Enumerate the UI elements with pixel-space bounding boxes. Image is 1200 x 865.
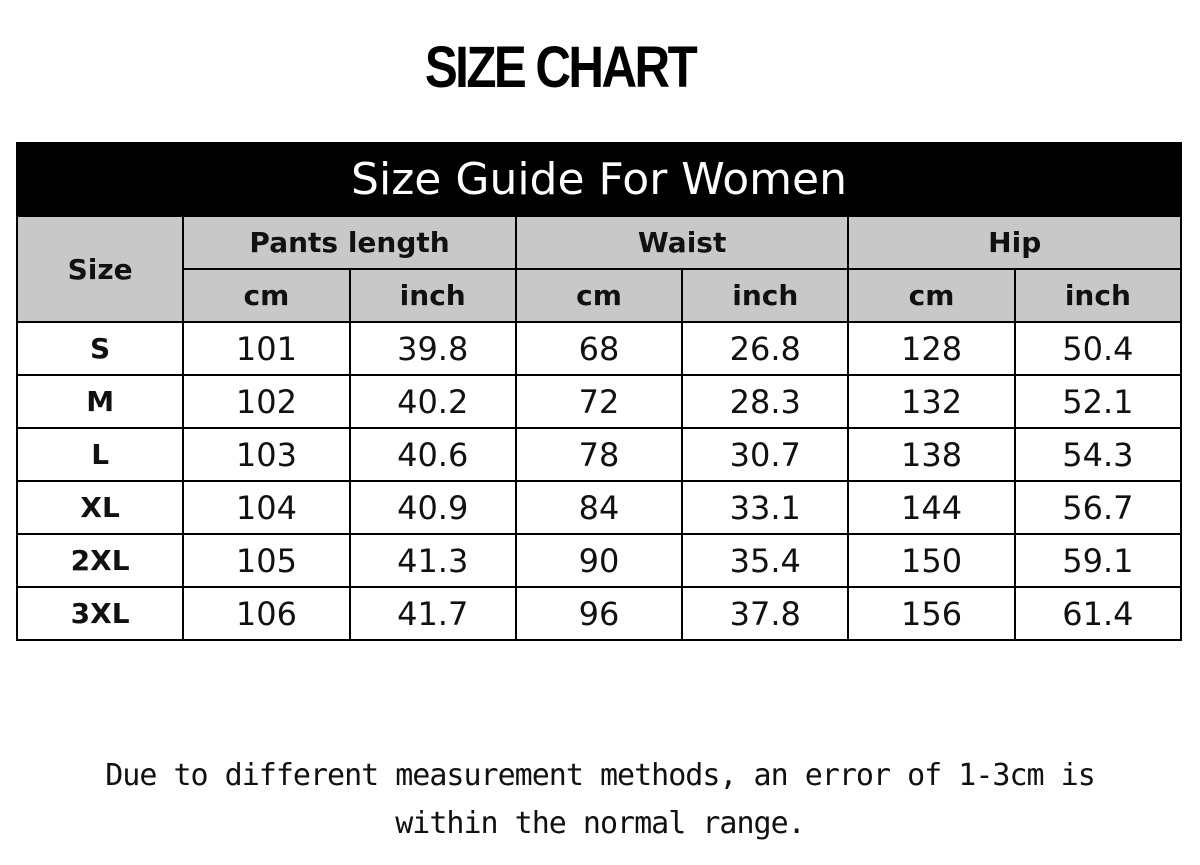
unit-header: cm [182, 268, 351, 323]
table-row: L 103 40.6 78 30.7 138 54.3 [15, 427, 1183, 482]
group-header: Waist [514, 215, 850, 270]
group-header: Pants length [182, 215, 517, 270]
value-cell: 68 [514, 321, 684, 376]
value-cell: 26.8 [681, 321, 850, 376]
value-cell: 101 [182, 321, 351, 376]
page-title: SIZE CHART [424, 35, 698, 100]
table-row: S 101 39.8 68 26.8 128 50.4 [15, 321, 1183, 376]
value-cell: 54.3 [1013, 427, 1183, 482]
table-row: M 102 40.2 72 28.3 132 52.1 [15, 374, 1183, 429]
value-cell: 61.4 [1013, 586, 1183, 641]
unit-header: inch [1013, 268, 1183, 323]
value-cell: 50.4 [1013, 321, 1183, 376]
size-table: Size Guide For Women Size Pants length W… [15, 142, 1183, 641]
value-cell: 40.9 [348, 480, 517, 535]
unit-header: cm [514, 268, 684, 323]
unit-header: inch [348, 268, 517, 323]
value-cell: 78 [514, 427, 684, 482]
group-header: Hip [847, 215, 1182, 270]
value-cell: 84 [514, 480, 684, 535]
value-cell: 41.7 [348, 586, 517, 641]
value-cell: 103 [182, 427, 351, 482]
value-cell: 28.3 [681, 374, 850, 429]
value-cell: 128 [847, 321, 1016, 376]
value-cell: 106 [182, 586, 351, 641]
value-cell: 40.2 [348, 374, 517, 429]
size-cell: XL [15, 480, 185, 535]
value-cell: 102 [182, 374, 351, 429]
value-cell: 96 [514, 586, 684, 641]
value-cell: 39.8 [348, 321, 517, 376]
table-row: 3XL 106 41.7 96 37.8 156 61.4 [15, 586, 1183, 641]
measurement-note: Due to different measurement methods, an… [0, 752, 1200, 848]
size-header: Size [15, 215, 185, 323]
unit-header: inch [681, 268, 850, 323]
value-cell: 52.1 [1013, 374, 1183, 429]
value-cell: 41.3 [348, 533, 517, 588]
note-line: within the normal range. [395, 806, 805, 841]
value-cell: 90 [514, 533, 684, 588]
table-caption: Size Guide For Women [16, 142, 1182, 217]
value-cell: 30.7 [681, 427, 850, 482]
value-cell: 35.4 [681, 533, 850, 588]
size-cell: L [15, 427, 185, 482]
value-cell: 150 [847, 533, 1016, 588]
value-cell: 33.1 [681, 480, 850, 535]
value-cell: 37.8 [681, 586, 850, 641]
value-cell: 56.7 [1013, 480, 1183, 535]
size-cell: S [15, 321, 185, 376]
value-cell: 59.1 [1013, 533, 1183, 588]
value-cell: 156 [847, 586, 1016, 641]
size-cell: 2XL [15, 533, 185, 588]
size-cell: 3XL [15, 586, 185, 641]
note-line: Due to different measurement methods, an… [105, 758, 1096, 793]
value-cell: 72 [514, 374, 684, 429]
unit-header: cm [847, 268, 1016, 323]
table-row: 2XL 105 41.3 90 35.4 150 59.1 [15, 533, 1183, 588]
value-cell: 40.6 [348, 427, 517, 482]
value-cell: 132 [847, 374, 1016, 429]
value-cell: 104 [182, 480, 351, 535]
size-cell: M [15, 374, 185, 429]
value-cell: 138 [847, 427, 1016, 482]
value-cell: 144 [847, 480, 1016, 535]
table-row: XL 104 40.9 84 33.1 144 56.7 [15, 480, 1183, 535]
value-cell: 105 [182, 533, 351, 588]
